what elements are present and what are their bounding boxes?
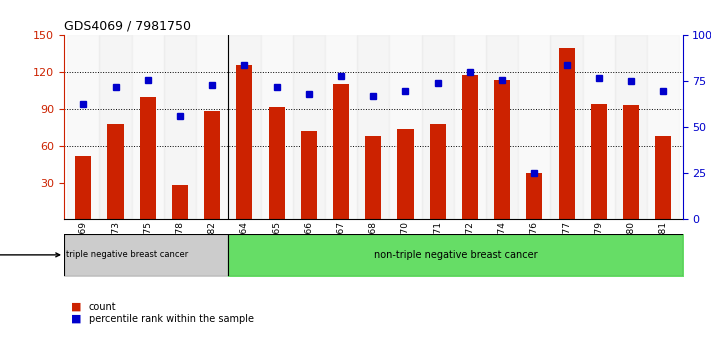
Bar: [486, 35, 518, 219]
Bar: [397, 129, 414, 219]
Bar: [559, 48, 574, 219]
Bar: [583, 35, 615, 219]
Bar: [357, 35, 390, 219]
Bar: [100, 35, 132, 219]
Bar: [132, 35, 164, 219]
Bar: [333, 85, 349, 219]
Bar: [518, 35, 550, 219]
Bar: [236, 65, 252, 219]
Bar: [390, 35, 422, 219]
Bar: [325, 35, 357, 219]
Bar: [68, 35, 100, 219]
Bar: [196, 35, 228, 219]
Bar: [365, 136, 381, 219]
Bar: [164, 35, 196, 219]
Bar: [204, 112, 220, 219]
Bar: [422, 35, 454, 219]
Bar: [107, 124, 124, 219]
Bar: [293, 35, 325, 219]
Text: ■: ■: [71, 302, 82, 312]
Bar: [75, 156, 92, 219]
Bar: [591, 104, 607, 219]
Text: disease state: disease state: [0, 250, 60, 260]
Text: count: count: [89, 302, 117, 312]
Bar: [623, 105, 639, 219]
Bar: [269, 107, 284, 219]
Bar: [615, 35, 647, 219]
Text: percentile rank within the sample: percentile rank within the sample: [89, 314, 254, 324]
Text: non-triple negative breast cancer: non-triple negative breast cancer: [373, 250, 538, 260]
Text: triple negative breast cancer: triple negative breast cancer: [65, 250, 188, 259]
Bar: [429, 124, 446, 219]
Bar: [228, 35, 260, 219]
Text: ■: ■: [71, 314, 82, 324]
Bar: [655, 136, 671, 219]
Text: GDS4069 / 7981750: GDS4069 / 7981750: [64, 20, 191, 33]
Bar: [526, 173, 542, 219]
Bar: [550, 35, 583, 219]
Bar: [139, 97, 156, 219]
Bar: [494, 80, 510, 219]
Bar: [172, 185, 188, 219]
Bar: [647, 35, 679, 219]
Bar: [454, 35, 486, 219]
Bar: [301, 131, 317, 219]
Bar: [260, 35, 293, 219]
Bar: [462, 75, 478, 219]
